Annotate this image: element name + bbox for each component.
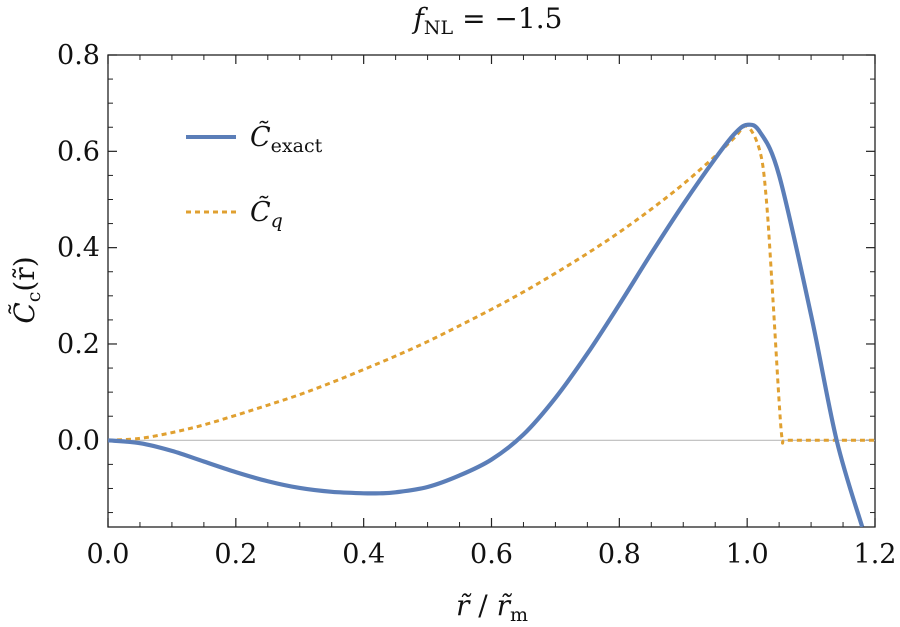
y-tick-label: 0.2 (57, 329, 100, 360)
axis-ticks (107, 54, 876, 527)
legend-exact-sub: exact (271, 135, 323, 157)
tick-labels: 0.0 0.2 0.4 0.6 0.8 1.0 1.2 0.0 0.2 0.4 0.6 0.8 (57, 40, 896, 570)
x-tick-label: 0.6 (470, 539, 513, 570)
chart-title: fNL = −1.5 (412, 2, 563, 39)
series-line-q (108, 124, 875, 445)
title-rest: = −1.5 (453, 2, 562, 35)
ylabel-base: C̃ (8, 302, 41, 323)
xlabel-sub: m (510, 604, 528, 626)
ylabel-sub: c (23, 292, 45, 303)
x-tick-label: 0.4 (342, 539, 385, 570)
title-sub: NL (424, 17, 454, 39)
y-tick-label: 0.8 (57, 40, 100, 71)
legend-q-sub: q (271, 210, 283, 232)
legend-q-base: C̃ (250, 195, 271, 228)
y-tick-label: 0.0 (57, 425, 100, 456)
xlabel-sep: / (469, 589, 496, 622)
plot-frame (107, 54, 876, 528)
legend-exact-base: C̃ (250, 120, 271, 153)
y-tick-label: 0.4 (57, 233, 100, 264)
y-axis-label: C̃c(r̃) (8, 256, 45, 323)
x-tick-label: 1.0 (726, 539, 769, 570)
x-tick-label: 1.2 (854, 539, 897, 570)
x-axis-label: r̃ / r̃m (456, 589, 528, 626)
ylabel-rest: (r̃) (8, 256, 41, 291)
legend: C̃exact C̃q (186, 120, 323, 232)
xlabel-a: r̃ (456, 589, 472, 622)
legend-label-exact: C̃exact (250, 120, 323, 157)
series-line-exact (108, 122, 865, 527)
x-tick-label: 0.8 (598, 539, 641, 570)
x-tick-label: 0.2 (214, 539, 257, 570)
xlabel-b: r̃ (497, 589, 513, 622)
x-tick-label: 0.0 (87, 539, 130, 570)
series-group (108, 122, 875, 527)
y-tick-label: 0.6 (57, 136, 100, 167)
legend-label-q: C̃q (250, 195, 283, 232)
